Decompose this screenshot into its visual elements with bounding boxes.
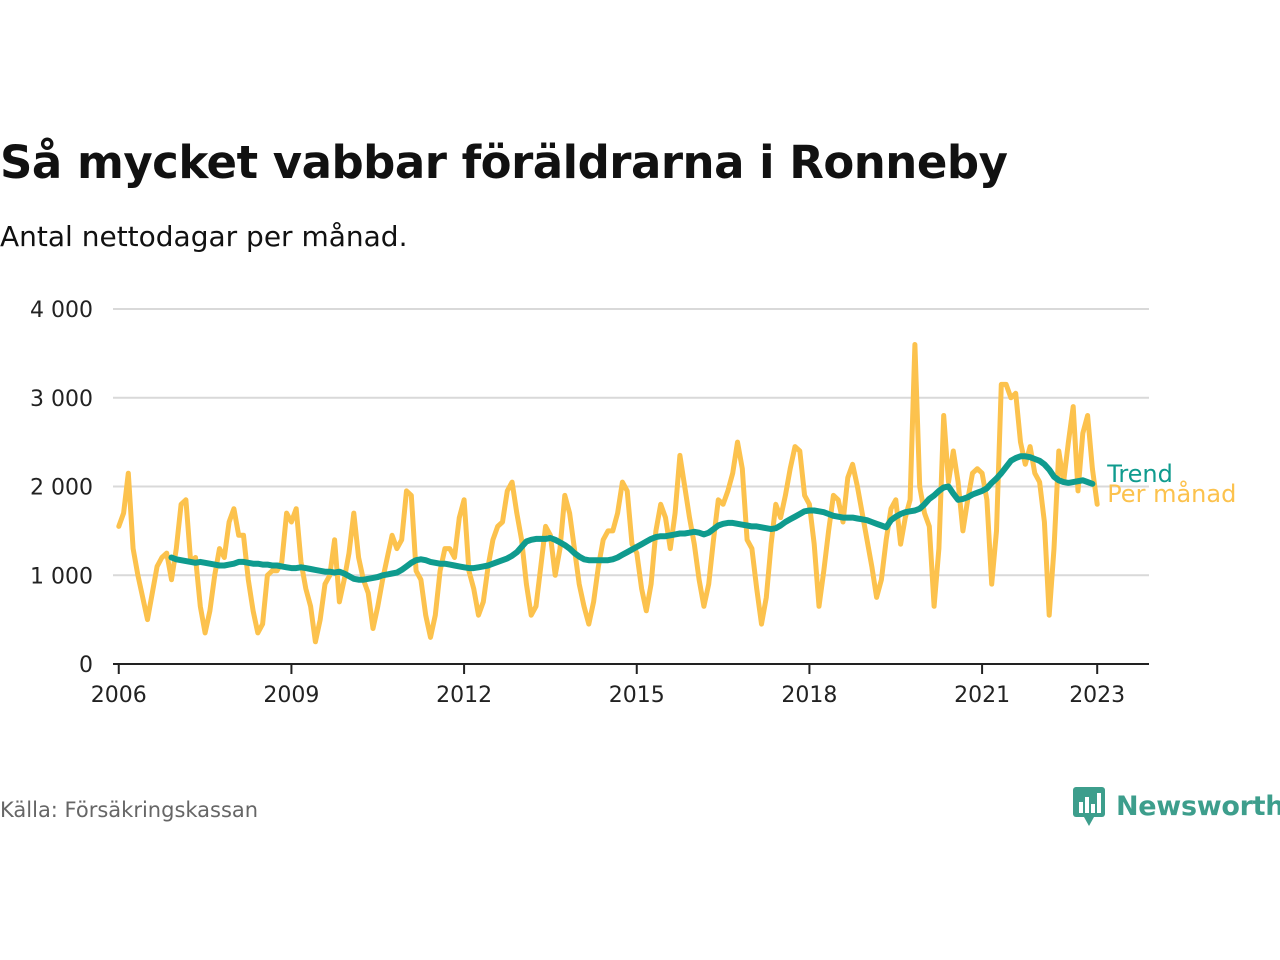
- newsworthy-logo-icon: [1073, 787, 1105, 826]
- series-line-per-manad: [116, 342, 1100, 645]
- chart-subtitle: Antal nettodagar per månad.: [0, 220, 408, 253]
- source-note: Källa: Försäkringskassan: [0, 798, 259, 822]
- x-axis-ticks: 2006 2009 2012 2015 2018 2021 2023: [91, 664, 1125, 708]
- x-tick-label: 2012: [436, 683, 492, 708]
- y-tick-label: 0: [79, 653, 93, 678]
- gridlines: [113, 308, 1149, 577]
- y-tick-label: 2 000: [30, 476, 93, 501]
- series-label-trend: Trend: [1106, 460, 1173, 488]
- x-tick-label: 2015: [609, 683, 665, 708]
- x-tick-label: 2006: [91, 683, 147, 708]
- newsworthy-logo-text: Newsworthy: [1116, 790, 1280, 822]
- x-tick-label: 2009: [263, 683, 319, 708]
- y-tick-label: 1 000: [30, 564, 93, 589]
- x-tick-label: 2021: [954, 683, 1010, 708]
- y-tick-label: 4 000: [30, 298, 93, 323]
- series-label-per-manad: Per månad: [1107, 479, 1236, 508]
- y-axis-ticks: 0 1 000 2 000 3 000 4 000: [30, 298, 93, 678]
- x-tick-label: 2018: [781, 683, 837, 708]
- newsworthy-logo[interactable]: Newsworthy: [1072, 784, 1280, 828]
- y-tick-label: 3 000: [30, 387, 93, 412]
- chart-title: Så mycket vabbar föräldrarna i Ronneby: [0, 136, 1008, 189]
- series-line-trend: [168, 453, 1096, 583]
- x-tick-label: 2023: [1069, 683, 1125, 708]
- series-lines: [116, 342, 1100, 645]
